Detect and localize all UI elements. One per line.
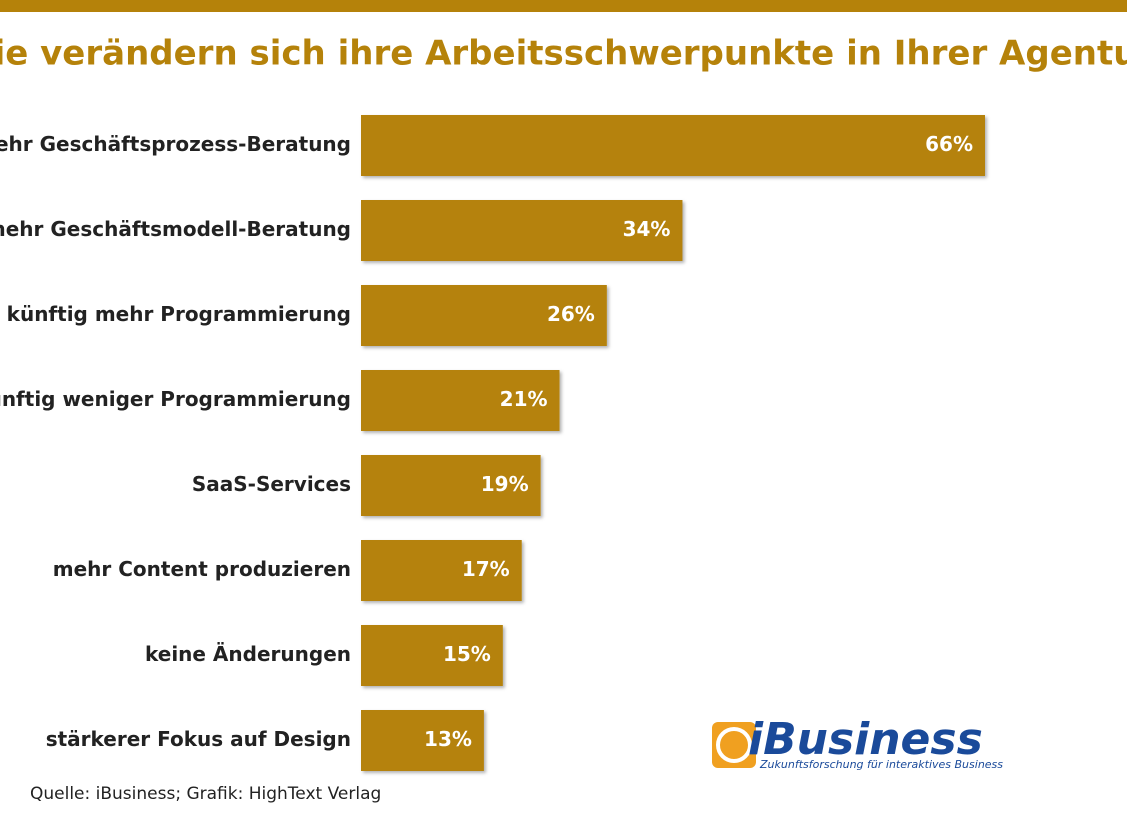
value-label: 13% (424, 727, 472, 751)
value-label: 19% (481, 472, 529, 496)
bar (361, 455, 541, 516)
category-label: SaaS-Services (192, 472, 351, 496)
category-label: künftig mehr Programmierung (7, 302, 351, 326)
bar (361, 710, 484, 771)
logo-ring (716, 727, 752, 763)
bar (361, 370, 560, 431)
category-label: mehr Content produzieren (53, 557, 351, 581)
value-label: 34% (623, 217, 671, 241)
chart-title: Wie verändern sich ihre Arbeitsschwerpun… (0, 34, 1127, 74)
category-label: künftig weniger Programmierung (0, 387, 351, 411)
bar (361, 200, 683, 261)
category-label: mehr Geschäftsprozess-Beratung (0, 132, 351, 156)
source: Quelle: iBusiness; Grafik: HighText Verl… (30, 784, 381, 804)
category-label: mehr Geschäftsmodell-Beratung (0, 217, 351, 241)
bar (361, 285, 607, 346)
bar (361, 115, 985, 176)
bar (361, 540, 522, 601)
logo: iBusiness Zukunftsforschung für interakt… (712, 714, 1003, 771)
top-band (0, 0, 1127, 12)
value-label: 66% (925, 132, 973, 156)
value-label: 17% (462, 557, 510, 581)
category-label: stärkerer Fokus auf Design (46, 727, 351, 751)
bar (361, 625, 503, 686)
value-label: 26% (547, 302, 595, 326)
value-label: 21% (500, 387, 548, 411)
value-label: 15% (443, 642, 491, 666)
logo-name: iBusiness (748, 714, 983, 765)
category-label: keine Änderungen (145, 642, 351, 666)
logo-tagline: Zukunftsforschung für interaktives Busin… (759, 758, 1003, 771)
